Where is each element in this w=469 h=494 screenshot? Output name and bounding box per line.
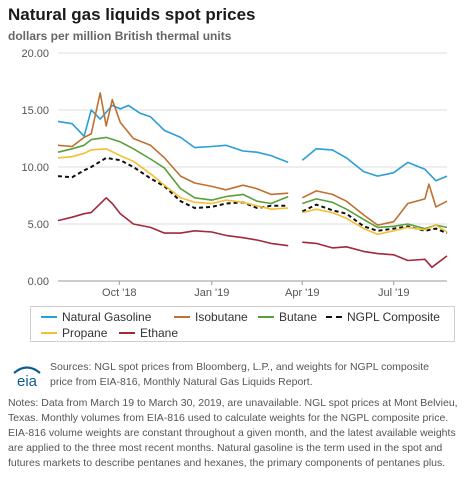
y-tick-label: 0.00: [28, 276, 49, 288]
series-line-natural-gasoline: [301, 148, 448, 182]
series-line-ngpl-composite: [301, 203, 448, 235]
x-tick-label: Oct '18: [102, 287, 137, 299]
legend-item-isobutane: Isobutane: [174, 309, 248, 325]
legend-item-ngpl-composite: NGPL Composite: [326, 309, 440, 325]
chart-subtitle: dollars per million British thermal unit…: [8, 29, 232, 43]
legend-item-propane: Propane: [41, 325, 107, 341]
legend-label-ngpl-composite: NGPL Composite: [347, 310, 440, 324]
legend-label-propane: Propane: [62, 326, 108, 340]
series-line-propane: [57, 148, 289, 210]
line-chart: 0.00 5.00 10.00 15.00 20.00 Oct '18 Jan '19 Apr…: [21, 48, 448, 299]
eia-logo-text: eia: [17, 373, 38, 390]
x-tick-label: Jan '19: [194, 287, 229, 299]
x-tick-label: Apr '19: [285, 287, 320, 299]
legend-item-butane: Butane: [258, 309, 317, 325]
legend-swatch-propane: [41, 332, 57, 334]
series-line-ethane: [57, 197, 289, 247]
series-line-isobutane: [57, 92, 289, 196]
series-line-isobutane: [301, 183, 448, 226]
legend-label-isobutane: Isobutane: [195, 310, 248, 324]
chart-title: Natural gas liquids spot prices: [8, 5, 256, 24]
series-line-ethane: [302, 241, 448, 269]
series-line-ngpl-composite: [57, 156, 289, 209]
legend-swatch-natural-gasoline: [41, 316, 57, 318]
x-tick-label: Jul '19: [378, 287, 409, 299]
legend-label-butane: Butane: [279, 310, 318, 324]
legend-swatch-butane: [258, 316, 274, 318]
series-line-natural-gasoline: [57, 104, 289, 164]
legend-swatch-ngpl-composite: [326, 316, 342, 318]
legend-item-natural-gasoline: Natural Gasoline: [41, 309, 151, 325]
eia-logo-icon: eia: [13, 366, 41, 390]
y-tick-label: 10.00: [21, 162, 49, 174]
y-tick-label: 20.00: [21, 48, 49, 60]
y-tick-label: 15.00: [21, 105, 49, 117]
notes-text: Notes: Data from March 19 to March 30, 2…: [8, 397, 458, 469]
series-line-butane: [57, 136, 289, 205]
legend-item-ethane: Ethane: [119, 325, 178, 341]
legend-label-ethane: Ethane: [140, 326, 179, 340]
chart-legend: Natural Gasoline Isobutane Butane NGPL C…: [30, 306, 455, 342]
legend-swatch-ethane: [119, 332, 135, 334]
sources-text: Sources: NGL spot prices from Bloomberg,…: [50, 361, 429, 388]
legend-label-natural-gasoline: Natural Gasoline: [62, 310, 152, 324]
y-tick-label: 5.00: [28, 219, 49, 231]
legend-swatch-isobutane: [174, 316, 190, 318]
series-line-propane: [302, 208, 448, 236]
